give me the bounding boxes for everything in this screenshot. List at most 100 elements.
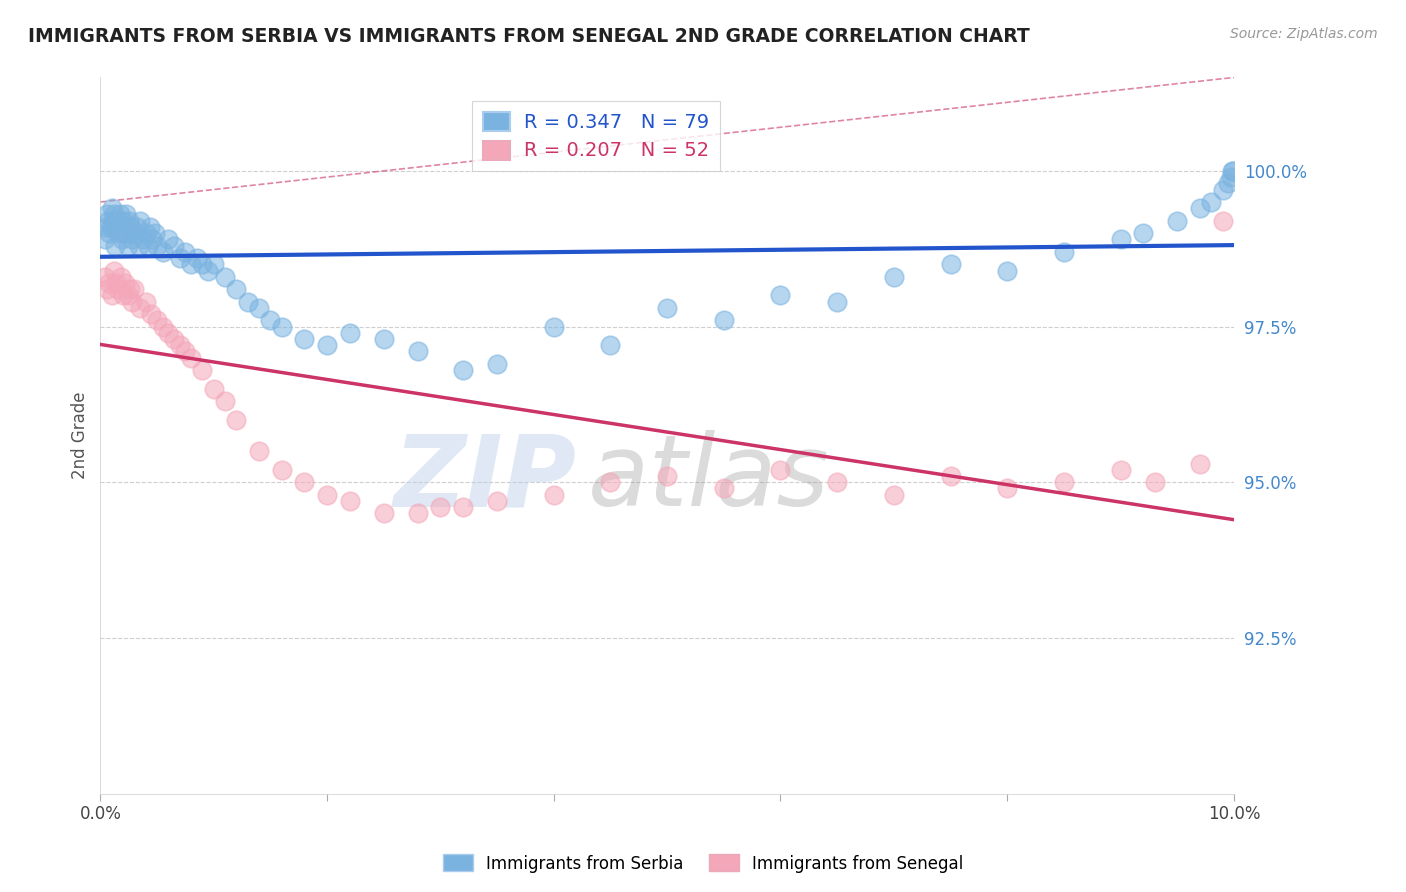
- Point: [225, 282, 247, 296]
- Point: [128, 238, 150, 252]
- Point: [316, 338, 339, 352]
- Point: [202, 382, 225, 396]
- Point: [111, 288, 134, 302]
- Point: [247, 301, 270, 315]
- Point: [108, 207, 131, 221]
- Point: [655, 469, 678, 483]
- Legend: Immigrants from Serbia, Immigrants from Senegal: Immigrants from Serbia, Immigrants from …: [436, 847, 970, 880]
- Point: [769, 288, 792, 302]
- Point: [1053, 244, 1076, 259]
- Point: [825, 294, 848, 309]
- Point: [1220, 164, 1243, 178]
- Point: [292, 475, 315, 490]
- Point: [152, 244, 174, 259]
- Point: [110, 269, 132, 284]
- Point: [118, 226, 141, 240]
- Point: [94, 219, 117, 234]
- Point: [1222, 164, 1244, 178]
- Point: [129, 301, 152, 315]
- Y-axis label: 2nd Grade: 2nd Grade: [72, 392, 89, 479]
- Point: [373, 507, 395, 521]
- Point: [599, 338, 621, 352]
- Point: [114, 219, 136, 234]
- Point: [135, 294, 157, 309]
- Point: [939, 469, 962, 483]
- Point: [101, 213, 124, 227]
- Point: [169, 338, 191, 352]
- Point: [103, 207, 125, 221]
- Point: [105, 219, 128, 234]
- Point: [112, 226, 135, 240]
- Point: [316, 488, 339, 502]
- Point: [110, 219, 132, 234]
- Point: [157, 232, 180, 246]
- Point: [543, 319, 565, 334]
- Point: [163, 238, 186, 252]
- Text: Source: ZipAtlas.com: Source: ZipAtlas.com: [1230, 27, 1378, 41]
- Point: [247, 444, 270, 458]
- Point: [486, 494, 509, 508]
- Point: [270, 319, 292, 334]
- Point: [713, 313, 735, 327]
- Point: [141, 232, 163, 246]
- Point: [117, 288, 139, 302]
- Point: [1132, 226, 1154, 240]
- Point: [114, 276, 136, 290]
- Point: [157, 326, 180, 340]
- Point: [174, 344, 197, 359]
- Point: [169, 251, 191, 265]
- Point: [105, 213, 128, 227]
- Point: [406, 344, 429, 359]
- Point: [543, 488, 565, 502]
- Point: [995, 482, 1018, 496]
- Text: ZIP: ZIP: [394, 430, 576, 527]
- Point: [120, 219, 142, 234]
- Point: [107, 282, 129, 296]
- Point: [1109, 232, 1132, 246]
- Point: [883, 269, 905, 284]
- Point: [118, 213, 141, 227]
- Point: [146, 313, 169, 327]
- Point: [135, 226, 157, 240]
- Point: [1109, 463, 1132, 477]
- Point: [1143, 475, 1166, 490]
- Point: [100, 219, 122, 234]
- Text: IMMIGRANTS FROM SERBIA VS IMMIGRANTS FROM SENEGAL 2ND GRADE CORRELATION CHART: IMMIGRANTS FROM SERBIA VS IMMIGRANTS FRO…: [28, 27, 1029, 45]
- Point: [174, 244, 197, 259]
- Point: [129, 213, 152, 227]
- Point: [105, 276, 128, 290]
- Point: [1188, 457, 1211, 471]
- Point: [655, 301, 678, 315]
- Point: [141, 307, 163, 321]
- Point: [486, 357, 509, 371]
- Point: [98, 226, 121, 240]
- Point: [339, 326, 361, 340]
- Point: [115, 207, 138, 221]
- Point: [94, 232, 117, 246]
- Point: [339, 494, 361, 508]
- Point: [292, 332, 315, 346]
- Point: [236, 294, 259, 309]
- Point: [451, 363, 474, 377]
- Point: [103, 263, 125, 277]
- Point: [1219, 170, 1241, 185]
- Point: [451, 500, 474, 515]
- Point: [197, 263, 219, 277]
- Point: [214, 269, 236, 284]
- Point: [225, 413, 247, 427]
- Point: [96, 207, 118, 221]
- Point: [100, 201, 122, 215]
- Point: [883, 488, 905, 502]
- Point: [769, 463, 792, 477]
- Point: [146, 238, 169, 252]
- Point: [373, 332, 395, 346]
- Point: [1218, 177, 1240, 191]
- Point: [406, 507, 429, 521]
- Point: [259, 313, 281, 327]
- Point: [97, 213, 120, 227]
- Point: [139, 219, 162, 234]
- Point: [132, 232, 155, 246]
- Point: [191, 257, 214, 271]
- Point: [118, 282, 141, 296]
- Point: [270, 463, 292, 477]
